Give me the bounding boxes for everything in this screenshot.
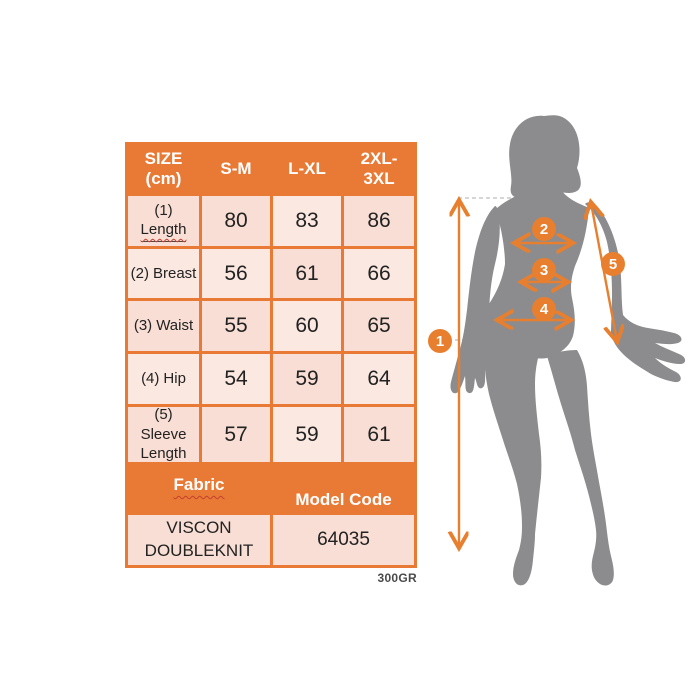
row-name-hip: Hip: [163, 370, 186, 388]
body-silhouette: [450, 115, 686, 586]
hip-l-xl-value: 59: [273, 354, 341, 404]
hip-s-m-value: 54: [202, 354, 270, 404]
waist-s-m-value: 55: [202, 301, 270, 351]
measurement-arrows: [459, 201, 617, 547]
row-num-length: (1): [154, 201, 173, 219]
right-arm-shape: [585, 202, 686, 383]
fabric-value-cell: VISCON DOUBLEKNIT: [128, 515, 270, 565]
row-num-hip: (4): [141, 370, 160, 388]
length-l-xl-value: 83: [273, 196, 341, 246]
header-col-s-m: S-M: [202, 145, 270, 193]
length-2xl-3xl-value: 86: [344, 196, 414, 246]
sleeve-s-m-value: 57: [202, 407, 270, 462]
measure-point-4-badge: 4: [532, 297, 556, 321]
weight-note: 300GR: [377, 571, 417, 585]
sleeve-l-xl-value: 59: [273, 407, 341, 462]
header-col-2xl-3xl: 2XL-3XL: [344, 145, 414, 193]
fabric-header-cell: Fabric: [128, 465, 270, 512]
measure-point-3-badge: 3: [532, 258, 556, 282]
measure-point-5-label: 5: [609, 256, 617, 273]
row-name-length: Length: [140, 220, 187, 242]
measurement-figure: 1 2 3 4 5: [425, 100, 700, 600]
measure-point-3-label: 3: [540, 262, 548, 279]
right-leg-shape: [547, 350, 614, 586]
head-shape: [509, 115, 581, 198]
measure-point-1-badge: 1: [428, 329, 452, 353]
length-s-m-value: 80: [202, 196, 270, 246]
model-code-label: Model Code: [295, 490, 392, 509]
waist-2xl-3xl-value: 65: [344, 301, 414, 351]
row-label-length: (1) Length: [128, 196, 199, 246]
row-num-breast: (2): [130, 264, 149, 282]
row-name-breast: Breast: [152, 264, 197, 282]
row-num-sleeve-length: (5): [154, 406, 173, 424]
breast-l-xl-value: 61: [273, 249, 341, 298]
hip-2xl-3xl-value: 64: [344, 354, 414, 404]
row-label-waist: (3) Waist: [128, 301, 199, 351]
row-label-sleeve-length: (5) Sleeve Length: [128, 406, 199, 463]
measure-point-1-label: 1: [436, 333, 444, 350]
breast-s-m-value: 56: [202, 249, 270, 298]
left-leg-shape: [484, 340, 542, 586]
header-size-unit: SIZE (cm): [128, 145, 199, 193]
model-code-header-cell: Model Code: [273, 465, 414, 512]
row-name-sleeve-length: Sleeve Length: [140, 425, 187, 463]
breast-2xl-3xl-value: 66: [344, 249, 414, 298]
model-code-value-cell: 64035: [273, 515, 414, 565]
measure-point-2-label: 2: [540, 221, 548, 238]
measure-point-2-badge: 2: [532, 217, 556, 241]
sleeve-arrow: [591, 203, 617, 341]
figure-svg: 1 2 3 4 5: [428, 115, 686, 586]
measure-point-5-badge: 5: [601, 252, 625, 276]
row-label-breast: (2) Breast: [128, 249, 199, 298]
size-table: SIZE (cm) S-M L-XL 2XL-3XL (1) Length 80…: [125, 142, 417, 568]
fabric-label: Fabric: [173, 475, 225, 494]
row-label-hip: (4) Hip: [128, 354, 199, 404]
header-col-l-xl: L-XL: [273, 145, 341, 193]
measure-point-badges: 1 2 3 4 5: [428, 217, 625, 353]
row-name-waist: Waist: [156, 317, 194, 335]
measure-point-4-label: 4: [540, 301, 549, 318]
row-num-waist: (3): [133, 317, 153, 335]
sleeve-2xl-3xl-value: 61: [344, 407, 414, 462]
waist-l-xl-value: 60: [273, 301, 341, 351]
